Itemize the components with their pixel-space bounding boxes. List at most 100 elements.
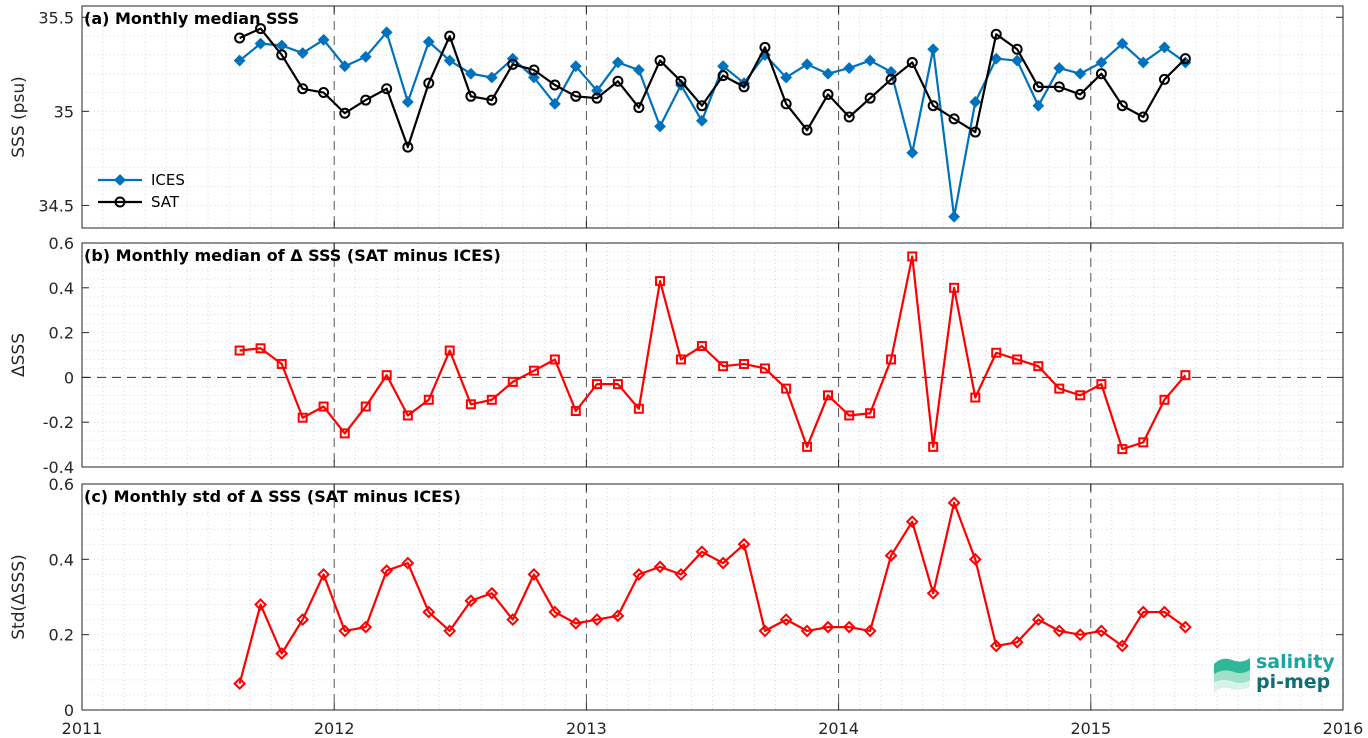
data-point xyxy=(928,441,939,452)
data-point xyxy=(822,67,834,80)
data-point xyxy=(969,96,982,108)
data-point xyxy=(359,50,372,63)
data-point xyxy=(528,71,540,84)
data-point xyxy=(780,98,792,110)
data-point xyxy=(296,613,310,627)
data-point xyxy=(779,613,793,627)
logo-text-salinity: salinity xyxy=(1256,651,1335,673)
y-tick-label: -0.4 xyxy=(43,458,74,477)
data-point xyxy=(1011,54,1024,67)
data-point xyxy=(884,549,898,562)
data-point xyxy=(696,341,707,352)
data-point xyxy=(507,58,519,70)
data-point xyxy=(339,107,351,119)
data-point xyxy=(402,410,413,421)
data-point xyxy=(1054,383,1065,394)
data-point xyxy=(633,403,644,414)
data-point xyxy=(696,100,708,112)
series-sat xyxy=(234,23,1191,153)
data-point xyxy=(1010,635,1024,649)
data-point xyxy=(338,624,352,638)
axes-box xyxy=(81,5,1344,229)
data-point xyxy=(865,408,876,419)
series-delta xyxy=(234,251,1191,455)
data-point xyxy=(1159,394,1170,405)
data-point xyxy=(885,65,897,78)
y-tick-label: -0.2 xyxy=(43,413,74,432)
data-point xyxy=(863,624,877,638)
data-point xyxy=(444,345,455,356)
panel-title: (c) Monthly std of Δ SSS (SAT minus ICES… xyxy=(84,487,461,506)
series-delta xyxy=(233,496,1192,691)
data-point xyxy=(1032,81,1044,93)
data-point xyxy=(1136,605,1150,619)
data-point xyxy=(318,401,329,412)
data-point xyxy=(381,370,392,381)
data-point xyxy=(675,354,686,365)
series-line xyxy=(238,31,1187,218)
data-point xyxy=(1137,111,1149,123)
y-tick-label: 0.2 xyxy=(49,324,74,343)
data-point xyxy=(1117,444,1128,455)
data-point xyxy=(949,282,960,293)
data-point xyxy=(114,174,126,186)
data-point xyxy=(886,354,897,365)
data-point xyxy=(948,113,960,125)
data-point xyxy=(675,75,687,87)
data-point xyxy=(402,141,414,153)
axes-box xyxy=(81,483,1344,711)
data-point xyxy=(1033,361,1044,372)
data-point xyxy=(443,624,457,638)
data-point xyxy=(1179,53,1191,65)
data-point xyxy=(737,537,751,551)
data-point xyxy=(1137,56,1150,69)
data-point xyxy=(1158,605,1171,619)
data-point xyxy=(233,54,246,67)
legend-label: ICES xyxy=(151,171,185,189)
data-point xyxy=(296,47,309,59)
data-point xyxy=(1052,624,1066,638)
data-point xyxy=(570,406,581,416)
data-point xyxy=(401,556,415,570)
data-point xyxy=(632,64,645,76)
data-point xyxy=(254,37,267,50)
data-point xyxy=(1095,68,1107,80)
data-point xyxy=(591,379,602,390)
data-point xyxy=(233,677,247,691)
data-point xyxy=(947,496,961,510)
series-line xyxy=(238,501,1187,684)
data-point xyxy=(360,401,371,412)
data-point xyxy=(906,146,919,159)
data-point xyxy=(802,441,813,452)
data-point xyxy=(339,428,350,439)
series-ices xyxy=(233,26,1192,223)
data-point xyxy=(611,609,625,623)
y-axis-label: ΔSSS xyxy=(9,333,29,377)
data-point xyxy=(549,79,561,91)
data-point xyxy=(927,43,940,56)
y-tick-label: 35 xyxy=(54,102,74,121)
data-point xyxy=(885,73,897,85)
data-point xyxy=(590,613,604,627)
y-tick-label: 0.4 xyxy=(49,279,74,298)
data-point xyxy=(528,64,540,76)
y-tick-label: 0 xyxy=(64,701,74,720)
data-point xyxy=(716,556,730,570)
data-point xyxy=(990,52,1003,65)
data-point xyxy=(1180,370,1191,381)
data-point xyxy=(114,196,126,208)
y-tick-label: 34.5 xyxy=(38,196,74,215)
data-point xyxy=(486,394,497,405)
data-point xyxy=(907,251,918,262)
data-point xyxy=(507,376,518,387)
data-point xyxy=(464,594,478,608)
legend-item-sat: SAT xyxy=(98,193,180,211)
y-tick-label: 0.6 xyxy=(49,234,74,253)
data-point xyxy=(275,39,288,52)
data-point xyxy=(360,94,372,106)
data-point xyxy=(591,84,603,97)
panel-a: 34.5 35 35.5 SSS (psu) (a) Monthly median SS… xyxy=(9,5,1344,229)
data-point xyxy=(969,126,981,138)
data-point xyxy=(570,90,582,102)
